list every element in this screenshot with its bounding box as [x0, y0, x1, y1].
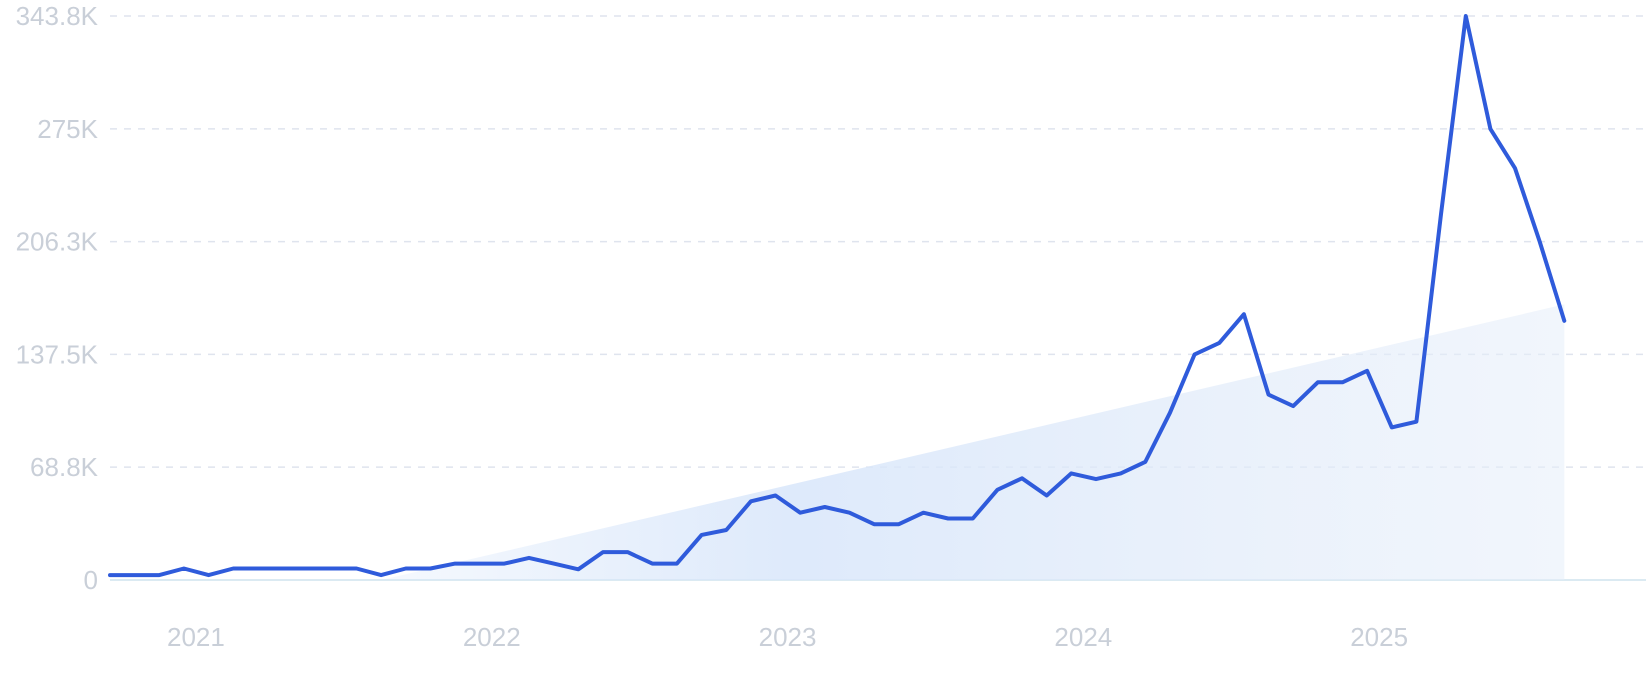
series-line-layer	[108, 14, 1567, 578]
y-tick-label: 0	[84, 565, 98, 595]
y-tick-label: 68.8K	[30, 452, 99, 482]
y-tick-label: 343.8K	[16, 1, 99, 31]
y-tick-label: 206.3K	[16, 227, 99, 257]
trend-area	[381, 304, 1565, 580]
x-tick-label: 2021	[167, 622, 225, 652]
y-tick-label: 137.5K	[16, 339, 99, 369]
x-tick-label: 2022	[463, 622, 521, 652]
y-tick-label: 275K	[37, 114, 98, 144]
x-tick-label: 2023	[759, 622, 817, 652]
x-tick-label: 2024	[1054, 622, 1112, 652]
x-axis: 2021 2022 2023 2024 2025	[167, 622, 1408, 652]
y-axis: 0 68.8K 137.5K 206.3K 275K 343.8K	[16, 1, 99, 595]
trend-area-layer	[381, 304, 1565, 580]
series-line	[108, 14, 1567, 578]
x-tick-label: 2025	[1350, 622, 1408, 652]
